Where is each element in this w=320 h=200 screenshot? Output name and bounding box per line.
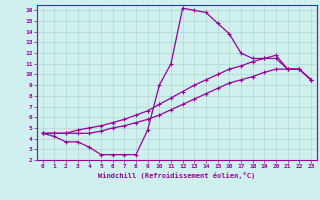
- X-axis label: Windchill (Refroidissement éolien,°C): Windchill (Refroidissement éolien,°C): [98, 172, 255, 179]
